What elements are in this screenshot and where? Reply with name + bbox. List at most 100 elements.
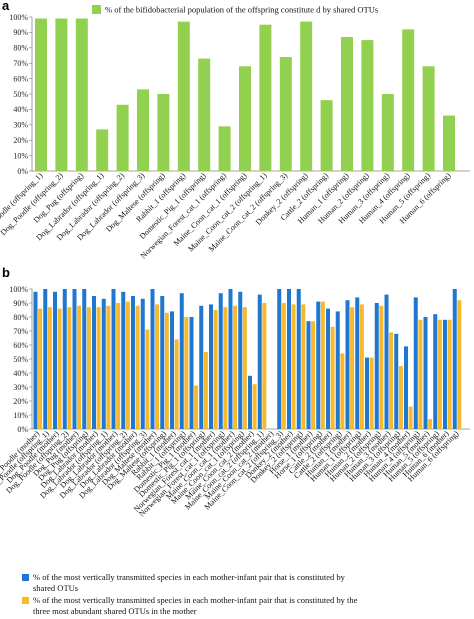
panel-b-bar-s2-43 — [457, 300, 462, 429]
panel-a-bar-s1-7 — [177, 21, 190, 172]
panel-b-bar-s2-3 — [67, 307, 72, 429]
panel-b-legend-text-1: % of the most vertically transmitted spe… — [33, 572, 347, 593]
panel-b-bar-s2-40 — [428, 419, 433, 429]
panel-a-legend-swatch — [92, 5, 101, 14]
panel-b-bar-s1-17 — [199, 305, 204, 429]
panel-b-bar-s2-29 — [320, 301, 325, 429]
panel-b-bar-s1-33 — [355, 297, 360, 429]
panel-b-bar-s1-30 — [326, 308, 330, 429]
panel-b-bar-s2-28 — [311, 321, 316, 429]
panel-b-bar-s1-1 — [43, 289, 48, 429]
panel-b-bar-s2-13 — [164, 312, 169, 429]
panel-b-bar-s1-12 — [150, 289, 155, 429]
panel-b-bar-s2-27 — [301, 304, 306, 429]
panel-b-bar-s2-12 — [155, 304, 160, 429]
panel-b-bar-s2-41 — [437, 319, 442, 429]
panel-a-bar-s1-14 — [320, 100, 333, 171]
panel-b-bar-s1-7 — [101, 298, 106, 429]
panel-b-bar-s2-34 — [369, 357, 374, 429]
panel-b-bar-s1-4 — [72, 289, 77, 429]
panel-b-bar-s2-10 — [135, 305, 140, 429]
panel-a-bar-s1-3 — [96, 129, 109, 171]
panel-b-ytick-label: 80% — [13, 313, 28, 322]
panel-a-chart: 0%10%20%30%40%50%60%70%80%90%100%Dog_Poo… — [0, 13, 470, 260]
panel-b-legend-swatch-2 — [22, 597, 29, 604]
panel-b-bar-s1-43 — [452, 289, 457, 429]
panel-b-ytick-label: 90% — [13, 299, 28, 308]
panel-a-bar-s1-6 — [157, 94, 170, 171]
panel-b-bar-s2-37 — [398, 366, 403, 429]
panel-a-bar-s1-12 — [279, 57, 292, 171]
panel-b-bar-s1-39 — [413, 297, 418, 429]
panel-b-bar-s2-0 — [38, 308, 43, 429]
panel-a-bar-s1-8 — [198, 58, 211, 171]
panel-b-bar-s1-40 — [423, 317, 428, 429]
panel-b-ytick-label: 60% — [13, 341, 28, 350]
panel-b-bar-s2-38 — [408, 406, 413, 429]
panel-b-bar-s1-31 — [335, 311, 340, 429]
panel-b-label: b — [2, 265, 10, 280]
panel-a-ytick-label: 100% — [9, 13, 28, 22]
panel-b-ytick-label: 50% — [13, 355, 28, 364]
panel-b-bar-s1-38 — [404, 346, 408, 429]
panel-a-bar-s1-16 — [361, 40, 374, 171]
panel-b-bar-s1-21 — [238, 291, 243, 429]
panel-a-ytick-label: 40% — [13, 105, 28, 114]
panel-b-bar-s1-16 — [189, 317, 194, 429]
panel-b-legend-swatch-1 — [22, 574, 29, 581]
panel-b-bar-s2-14 — [174, 339, 179, 429]
panel-b-bar-s1-15 — [179, 293, 184, 429]
panel-b-ytick-label: 10% — [13, 411, 28, 420]
panel-b-ytick-label: 40% — [13, 369, 28, 378]
panel-a-bar-s1-19 — [422, 66, 435, 171]
panel-b-bar-s1-35 — [374, 303, 379, 429]
panel-a-ytick-label: 30% — [13, 121, 28, 130]
panel-a-bar-s1-17 — [381, 94, 394, 171]
panel-b-bar-s2-31 — [340, 353, 345, 429]
panel-b-legend-text-2: % of the most vertically transmitted spe… — [33, 595, 360, 616]
panel-a-legend: % of the bifidobacterial population of t… — [92, 5, 378, 15]
panel-b-bar-s1-8 — [111, 289, 116, 429]
panel-b-bar-s1-18 — [209, 304, 213, 429]
panel-b-bar-s1-41 — [433, 314, 438, 429]
panel-b-bar-s1-27 — [296, 289, 301, 429]
panel-b-bar-s2-26 — [291, 304, 296, 429]
panel-b-bar-s2-21 — [242, 307, 247, 429]
panel-b-bar-s2-5 — [86, 307, 91, 429]
panel-b-ytick-label: 20% — [13, 397, 28, 406]
panel-a-ytick-label: 0% — [17, 167, 28, 176]
panel-b-bar-s1-28 — [306, 321, 311, 429]
panel-a-ytick-label: 20% — [13, 136, 28, 145]
panel-b-bar-s1-3 — [62, 289, 67, 429]
panel-b-bar-s2-6 — [96, 307, 101, 429]
panel-b-bar-s2-42 — [447, 319, 452, 429]
panel-b-bar-s2-18 — [213, 310, 218, 429]
panel-a-ytick-label: 50% — [13, 90, 28, 99]
panel-b-bar-s2-30 — [330, 326, 335, 429]
panel-b-bar-s2-4 — [77, 305, 82, 429]
panel-b-bar-s1-2 — [53, 291, 57, 429]
panel-b-bar-s2-9 — [125, 301, 130, 429]
panel-b-bar-s1-10 — [131, 296, 135, 429]
panel-b-bar-s1-6 — [92, 296, 96, 429]
panel-b-ytick-label: 30% — [13, 383, 28, 392]
panel-a-ytick-label: 70% — [13, 59, 28, 68]
panel-b-bar-s2-35 — [379, 305, 384, 429]
panel-b-bar-s1-11 — [140, 298, 145, 429]
panel-a-bar-s1-13 — [300, 21, 313, 172]
panel-b-bar-s2-2 — [57, 308, 62, 429]
panel-b-bar-s2-15 — [184, 317, 189, 429]
panel-a-ytick-label: 90% — [13, 28, 28, 37]
panel-b-bar-s2-25 — [281, 303, 286, 429]
panel-b-bar-s1-26 — [287, 289, 291, 429]
panel-b-ytick-label: 100% — [9, 285, 28, 294]
panel-b-bar-s2-39 — [418, 319, 423, 429]
panel-a-bar-s1-1 — [55, 18, 68, 172]
panel-b-bar-s1-14 — [170, 311, 174, 429]
panel-b-bar-s1-37 — [394, 333, 399, 429]
panel-b-bar-s2-19 — [223, 307, 228, 429]
panel-b-bar-s2-16 — [194, 385, 199, 429]
panel-b-bar-s1-20 — [228, 289, 233, 429]
panel-b-bar-s1-32 — [345, 300, 350, 429]
panel-b-bar-s1-23 — [257, 294, 262, 429]
